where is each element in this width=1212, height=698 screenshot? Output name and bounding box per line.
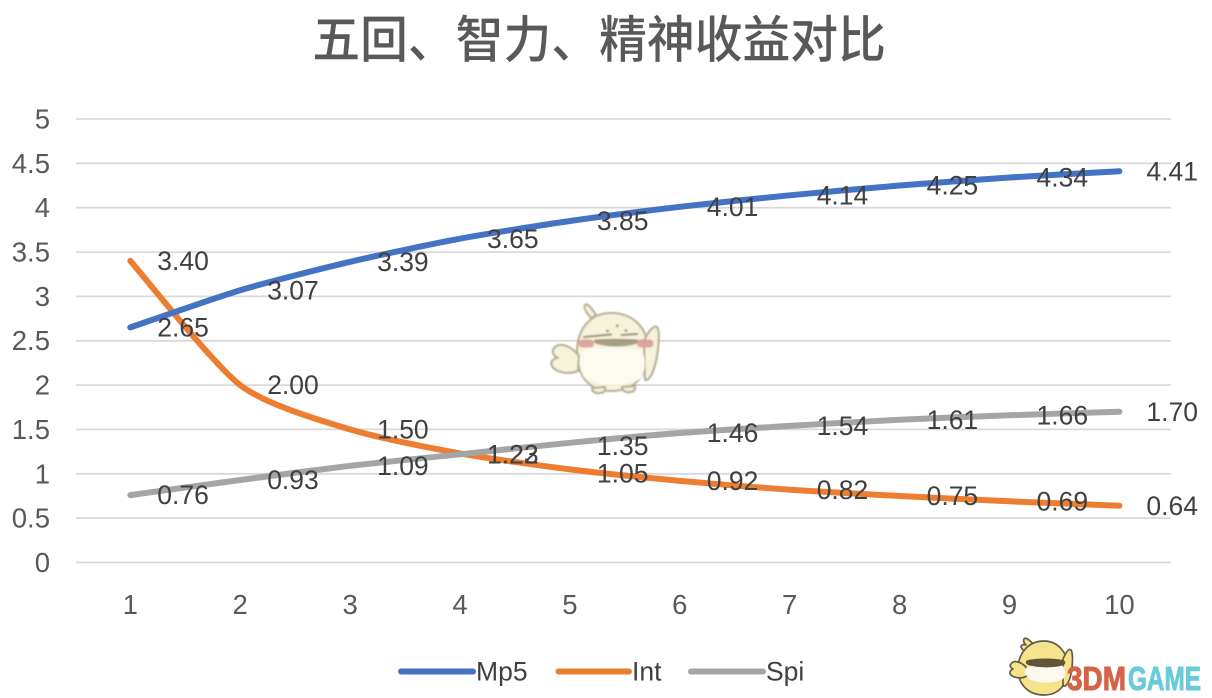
svg-text:1: 1 <box>123 589 138 620</box>
svg-text:1.61: 1.61 <box>927 405 979 435</box>
svg-text:4.14: 4.14 <box>817 180 869 210</box>
svg-text:3.85: 3.85 <box>597 206 649 236</box>
svg-text:0.92: 0.92 <box>707 466 759 496</box>
svg-text:6: 6 <box>672 589 687 620</box>
svg-text:4: 4 <box>35 192 50 223</box>
svg-text:1.46: 1.46 <box>707 418 759 448</box>
svg-text:0.5: 0.5 <box>12 503 50 534</box>
svg-text:2.5: 2.5 <box>12 325 50 356</box>
svg-text:3.39: 3.39 <box>377 247 429 277</box>
svg-text:4.34: 4.34 <box>1037 163 1089 193</box>
svg-text:5: 5 <box>35 104 50 135</box>
svg-text:8: 8 <box>892 589 907 620</box>
svg-text:Int: Int <box>632 657 662 687</box>
svg-text:1: 1 <box>35 458 50 489</box>
svg-text:4.01: 4.01 <box>707 192 759 222</box>
svg-text:1.22: 1.22 <box>487 439 539 469</box>
svg-text:3: 3 <box>342 589 357 620</box>
svg-text:Mp5: Mp5 <box>476 657 528 687</box>
svg-text:3: 3 <box>35 281 50 312</box>
svg-text:2.00: 2.00 <box>267 370 319 400</box>
svg-text:3.65: 3.65 <box>487 224 539 254</box>
svg-text:4.41: 4.41 <box>1146 157 1198 187</box>
svg-text:4.25: 4.25 <box>927 171 979 201</box>
svg-text:1.54: 1.54 <box>817 411 869 441</box>
svg-text:1.05: 1.05 <box>597 459 649 489</box>
svg-text:0.69: 0.69 <box>1037 486 1089 516</box>
svg-text:10: 10 <box>1104 589 1135 620</box>
svg-text:7: 7 <box>782 589 797 620</box>
svg-text:2: 2 <box>233 589 248 620</box>
svg-text:4.5: 4.5 <box>12 148 50 179</box>
svg-text:GAME: GAME <box>1128 660 1201 697</box>
svg-text:1.50: 1.50 <box>377 415 429 445</box>
svg-text:0.75: 0.75 <box>927 481 979 511</box>
svg-text:0.76: 0.76 <box>157 480 209 510</box>
svg-text:1.66: 1.66 <box>1037 400 1089 430</box>
svg-text:9: 9 <box>1002 589 1017 620</box>
svg-text:5: 5 <box>562 589 577 620</box>
svg-text:Spi: Spi <box>766 657 804 687</box>
svg-text:0.82: 0.82 <box>817 475 869 505</box>
svg-text:2.65: 2.65 <box>157 313 209 343</box>
svg-text:3.40: 3.40 <box>157 246 209 276</box>
svg-text:3DM: 3DM <box>1067 660 1126 697</box>
svg-text:0: 0 <box>35 547 50 578</box>
svg-text:1.23: 1.23 <box>487 440 539 470</box>
svg-text:4: 4 <box>452 589 467 620</box>
svg-text:1.5: 1.5 <box>12 414 50 445</box>
svg-text:3.07: 3.07 <box>267 275 319 305</box>
svg-text:1.35: 1.35 <box>597 431 649 461</box>
svg-text:0.64: 0.64 <box>1146 491 1198 521</box>
svg-text:0.93: 0.93 <box>267 465 319 495</box>
svg-text:3.5: 3.5 <box>12 237 50 268</box>
svg-text:1.70: 1.70 <box>1146 397 1198 427</box>
svg-text:2: 2 <box>35 370 50 401</box>
svg-text:1.09: 1.09 <box>377 451 429 481</box>
